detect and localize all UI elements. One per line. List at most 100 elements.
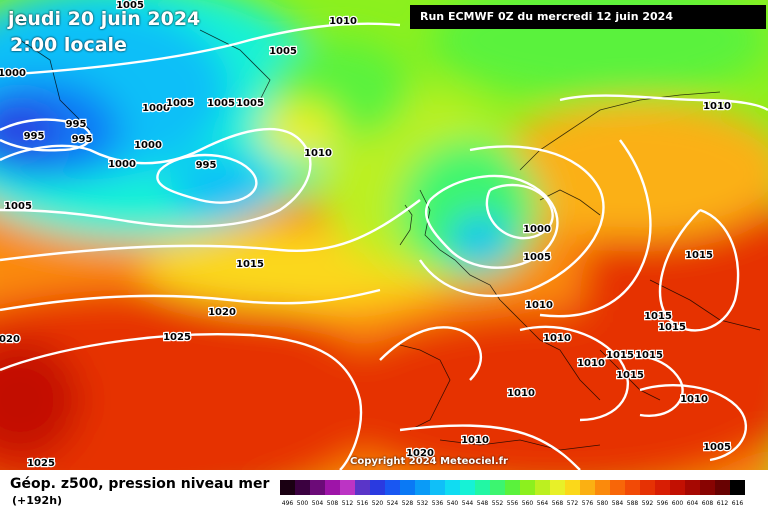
color-scale-tick: 572 [566,500,579,507]
isobar-label: 1010 [577,358,605,369]
color-scale-tick: 496 [281,500,294,507]
isobar-label: 1025 [163,332,191,343]
isobar-label: 1015 [685,250,713,261]
isobar-label: 995 [66,119,87,130]
color-scale-swatch [685,480,700,495]
color-scale-swatch [370,480,385,495]
isobar-label: 1000 [523,224,551,235]
color-scale-swatch [325,480,340,495]
color-scale-tick: 588 [626,500,639,507]
isobar-label: 1025 [27,458,55,469]
isobar-label: 1010 [525,300,553,311]
color-scale-tick: 580 [596,500,609,507]
color-scale-swatch [700,480,715,495]
isobar-label: 1005 [523,252,551,263]
color-scale-tick: 516 [356,500,369,507]
isobar-label: 1015 [658,322,686,333]
color-scale-tick: 596 [656,500,669,507]
color-scale-tick: 556 [506,500,519,507]
color-scale-swatch [670,480,685,495]
color-scale-ticks: 496 500 504 508 512 516 520 524 528 532 536 540 544 5… [280,500,745,507]
color-scale-swatch [445,480,460,495]
color-scale-tick: 604 [686,500,699,507]
color-scale-tick: 540 [446,500,459,507]
isobar-label: 1000 [0,68,26,79]
color-scale-tick: 528 [401,500,414,507]
geopotential-field [0,0,768,470]
color-scale-swatch [295,480,310,495]
color-scale-tick: 584 [611,500,624,507]
field-description: Géop. z500, pression niveau mer [10,476,270,492]
isobar-label: 1010 [507,388,535,399]
isobar-label: 1020 [406,448,434,459]
color-scale-tick: 544 [461,500,474,507]
isobar-lines [0,22,768,470]
color-scale-tick: 548 [476,500,489,507]
color-scale-swatch [550,480,565,495]
legend-footer: Géop. z500, pression niveau mer (+192h) … [0,470,768,512]
isobar-label: 1010 [680,394,708,405]
color-scale-tick: 552 [491,500,504,507]
color-scale-tick: 520 [371,500,384,507]
color-scale-tick: 568 [551,500,564,507]
color-scale-tick: 600 [671,500,684,507]
isobar-label: 1015 [606,350,634,361]
color-scale [280,480,745,495]
color-scale-tick: 500 [296,500,309,507]
isobar-label: 1010 [304,148,332,159]
forecast-date: jeudi 20 juin 2024 [8,8,201,30]
isobar-label: 1015 [236,259,264,270]
color-scale-tick: 560 [521,500,534,507]
color-scale-swatch [715,480,730,495]
model-run-info: Run ECMWF 0Z du mercredi 12 juin 2024 [410,5,766,29]
color-scale-swatch [355,480,370,495]
isobar-label: 1005 [4,201,32,212]
color-scale-swatch [655,480,670,495]
isobar-label: 1010 [461,435,489,446]
color-scale-swatch [310,480,325,495]
color-scale-tick: 592 [641,500,654,507]
color-scale-tick: 512 [341,500,354,507]
isobar-label: 1010 [329,16,357,27]
color-scale-swatch [490,480,505,495]
isobar-label: 1005 [703,442,731,453]
color-scale-tick: 536 [431,500,444,507]
color-scale-swatch [610,480,625,495]
isobar-label: 1005 [116,0,144,11]
isobar-label: 1020 [0,334,20,345]
color-scale-tick: 504 [311,500,324,507]
forecast-lead-time: (+192h) [12,494,63,507]
color-scale-swatch [640,480,655,495]
isobar-label: 1020 [208,307,236,318]
color-scale-tick: 532 [416,500,429,507]
color-scale-swatch [415,480,430,495]
color-scale-swatch [595,480,610,495]
isobar-label: 1010 [703,101,731,112]
isobar-label: 1000 [134,140,162,151]
isobar-label: 995 [72,134,93,145]
color-scale-tick: 508 [326,500,339,507]
isobar-label: 1005 [236,98,264,109]
color-scale-swatch [400,480,415,495]
isobar-label: 1015 [635,350,663,361]
color-scale-tick: 564 [536,500,549,507]
color-scale-swatch [460,480,475,495]
color-scale-swatch [505,480,520,495]
color-scale-swatch [520,480,535,495]
color-scale-tick: 576 [581,500,594,507]
color-scale-tick: 608 [701,500,714,507]
isobar-label: 995 [24,131,45,142]
forecast-local-time: 2:00 locale [10,34,127,56]
isobar-label: 1005 [207,98,235,109]
color-scale-tick: 612 [716,500,729,507]
isobar-label: 995 [196,160,217,171]
copyright-notice: Copyright 2024 Meteociel.fr [350,456,508,467]
color-scale-swatch [730,480,745,495]
color-scale-swatch [580,480,595,495]
color-scale-tick: 616 [731,500,744,507]
isobar-label: 1015 [644,311,672,322]
color-scale-swatch [340,480,355,495]
color-scale-swatch [565,480,580,495]
